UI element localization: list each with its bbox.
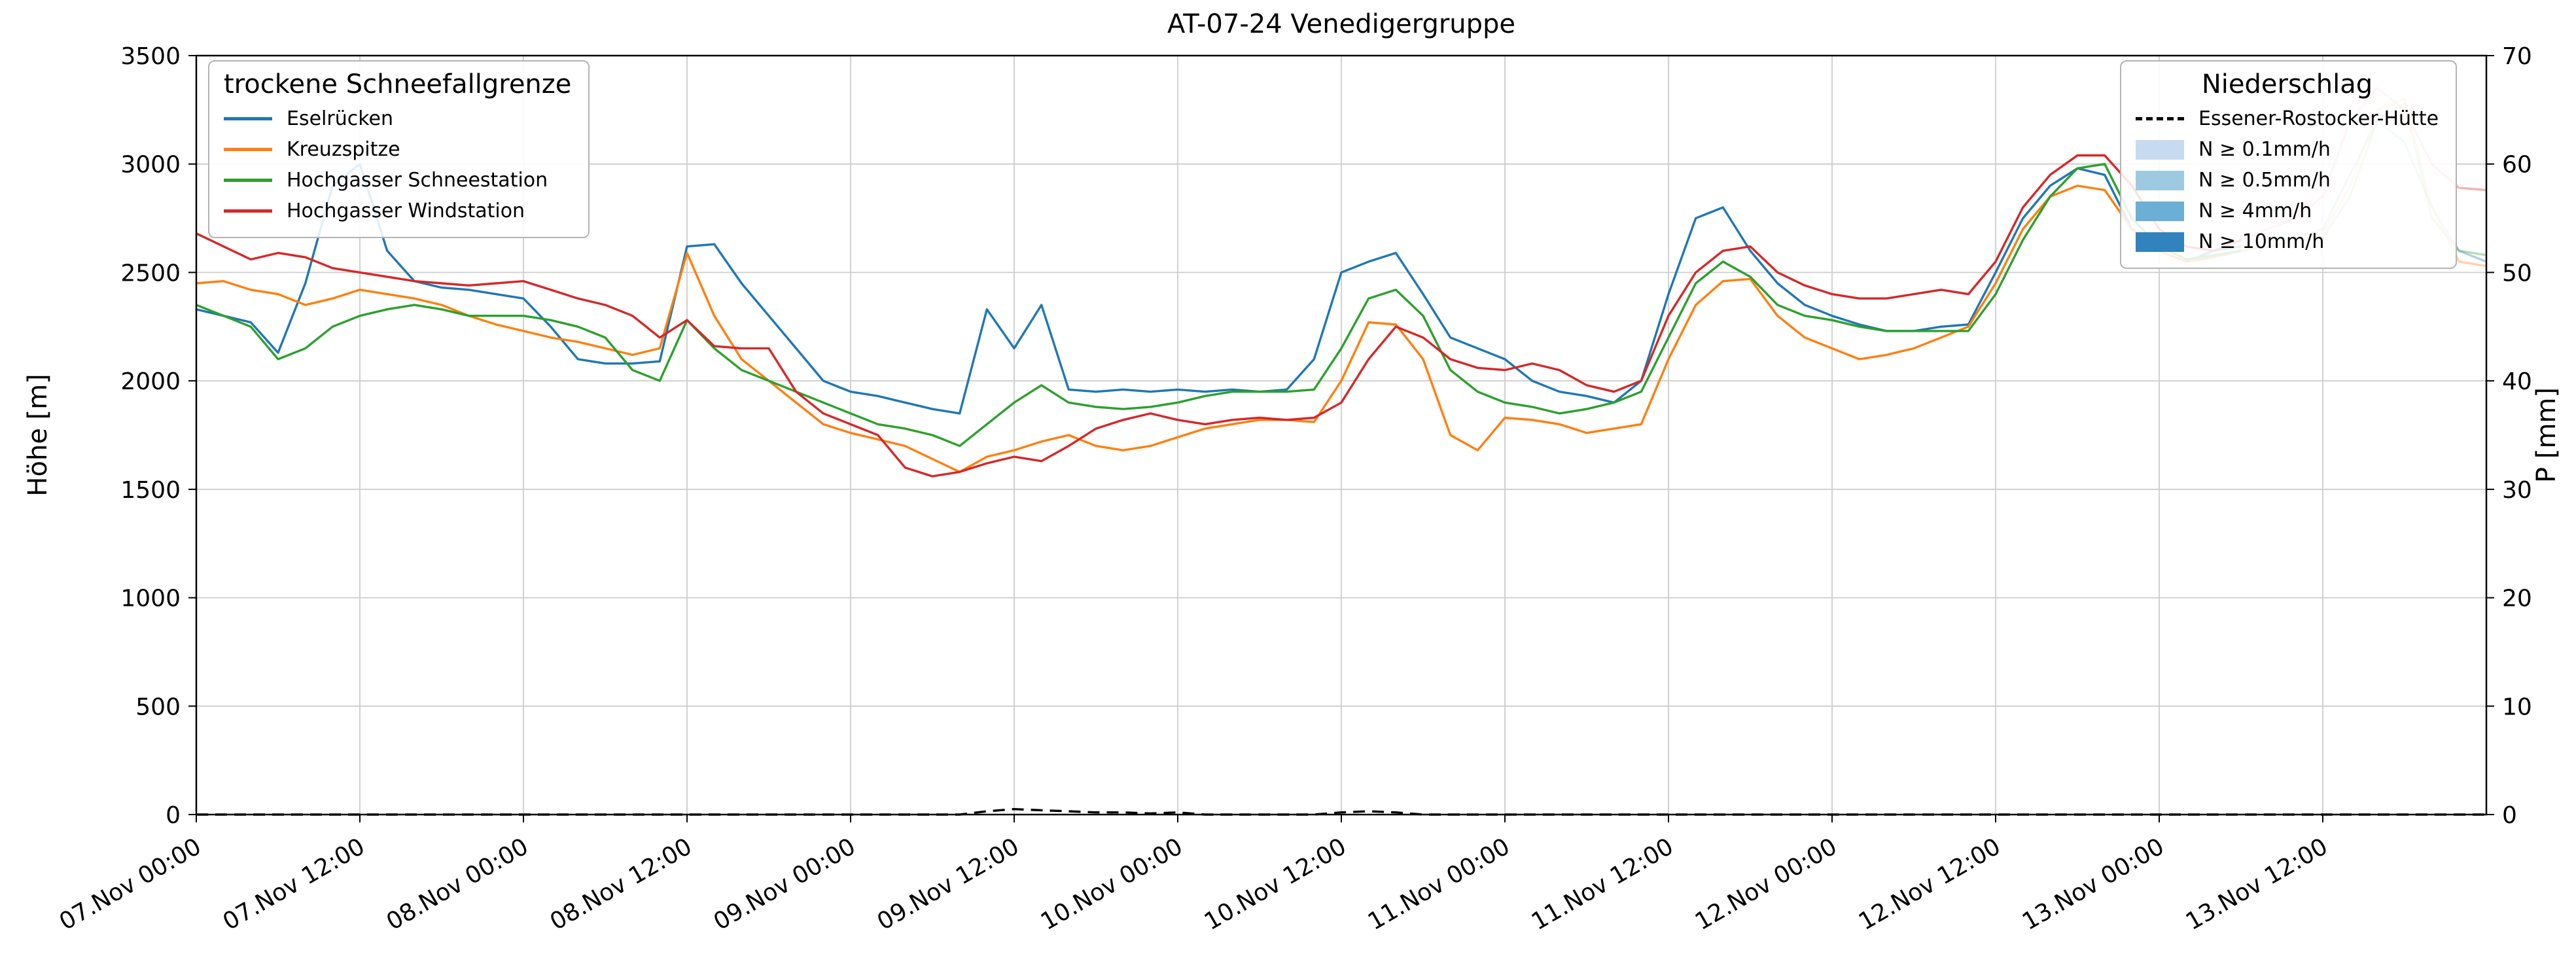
patch-swatch [2136, 232, 2184, 252]
y2-tick-label: 70 [2502, 43, 2532, 70]
legend-entry-kreuzspitze: Kreuzspitze [224, 134, 571, 165]
patch-swatch [2136, 170, 2184, 190]
legend-entry-label: N ≥ 0.5mm/h [2198, 169, 2331, 192]
y-axis-right: 0 10 20 30 40 50 60 70 [2486, 43, 2532, 829]
legend-entry-hochgasser-schneestation: Hochgasser Schneestation [224, 165, 571, 196]
x-tick-label: 08.Nov 12:00 [546, 833, 697, 936]
y2-tick-label: 20 [2502, 586, 2532, 612]
legend-entry-label: N ≥ 0.1mm/h [2198, 138, 2331, 161]
y2-tick-label: 10 [2502, 694, 2532, 720]
x-tick-label: 09.Nov 00:00 [709, 833, 860, 936]
y-axis-left: 0 500 1000 1500 2000 2500 3000 3500 [120, 43, 196, 829]
y2-tick-label: 30 [2502, 477, 2532, 504]
line-swatch [224, 117, 272, 120]
legend-entry-label: N ≥ 4mm/h [2198, 200, 2312, 222]
legend-entry-label: Hochgasser Schneestation [287, 169, 548, 192]
legend-entry-n10: N ≥ 10mm/h [2136, 226, 2439, 257]
line-swatch [224, 179, 272, 182]
patch-swatch [2136, 139, 2184, 160]
y-tick-label: 2000 [120, 368, 181, 395]
y2-tick-label: 50 [2502, 260, 2532, 287]
x-tick-label: 12.Nov 00:00 [1691, 833, 1842, 936]
x-axis: 07.Nov 00:00 07.Nov 12:00 08.Nov 00:00 08.N… [55, 815, 2333, 936]
dashed-line-swatch [2136, 117, 2184, 120]
y-tick-label: 3000 [120, 152, 181, 179]
x-tick-label: 08.Nov 00:00 [382, 833, 533, 936]
x-tick-label: 09.Nov 12:00 [873, 833, 1024, 936]
x-tick-label: 13.Nov 00:00 [2018, 833, 2169, 936]
legend-entry-n4: N ≥ 4mm/h [2136, 196, 2439, 226]
series-hochgasser-schneestation [196, 162, 2242, 448]
y-tick-label: 0 [166, 802, 181, 829]
line-swatch [224, 148, 272, 151]
x-tick-label: 07.Nov 00:00 [55, 833, 206, 936]
legend-entry-n01: N ≥ 0.1mm/h [2136, 134, 2439, 165]
legend-entry-eselruecken: Eselrücken [224, 103, 571, 134]
x-tick-label: 12.Nov 12:00 [1854, 833, 2005, 936]
legend-entry-label: Essener-Rostocker-Hütte [2198, 107, 2439, 130]
y2-tick-label: 0 [2502, 802, 2517, 829]
legend-niederschlag: Niederschlag Essener-Rostocker-Hütte N ≥… [2120, 60, 2458, 269]
legend-entry-hochgasser-windstation: Hochgasser Windstation [224, 196, 571, 226]
legend-entry-label: Eselrücken [287, 107, 393, 130]
y2-tick-label: 60 [2502, 152, 2532, 179]
legend-snowline: trockene Schneefallgrenze Eselrücken Kre… [208, 60, 590, 238]
y-tick-label: 3500 [120, 43, 181, 70]
x-tick-label: 07.Nov 12:00 [219, 833, 370, 936]
x-tick-label: 13.Nov 12:00 [2181, 833, 2333, 936]
patch-swatch [2136, 201, 2184, 221]
y-tick-label: 2500 [120, 260, 181, 287]
y-tick-label: 1500 [120, 477, 181, 504]
legend-snowline-title: trockene Schneefallgrenze [224, 69, 572, 99]
y-tick-label: 500 [135, 694, 181, 720]
x-tick-label: 10.Nov 00:00 [1036, 833, 1188, 936]
x-tick-label: 11.Nov 12:00 [1527, 833, 1678, 936]
legend-niederschlag-title: Niederschlag [2201, 69, 2373, 99]
series-hochgasser-windstation [196, 154, 2242, 478]
series-kreuzspitze [196, 185, 2242, 473]
chart-title: AT-07-24 Venedigergruppe [1167, 9, 1516, 39]
line-swatch [224, 209, 272, 213]
y2-tick-label: 40 [2502, 368, 2532, 395]
legend-entry-label: Kreuzspitze [287, 138, 400, 161]
x-tick-label: 11.Nov 00:00 [1364, 833, 1515, 936]
legend-entry-n05: N ≥ 0.5mm/h [2136, 165, 2439, 196]
legend-entry-label: Hochgasser Windstation [287, 200, 525, 222]
legend-entry-label: N ≥ 10mm/h [2198, 230, 2325, 253]
y-tick-label: 1000 [120, 586, 181, 612]
legend-entry-essener-rostocker-huette: Essener-Rostocker-Hütte [2136, 103, 2439, 134]
x-tick-label: 10.Nov 12:00 [1200, 833, 1351, 936]
